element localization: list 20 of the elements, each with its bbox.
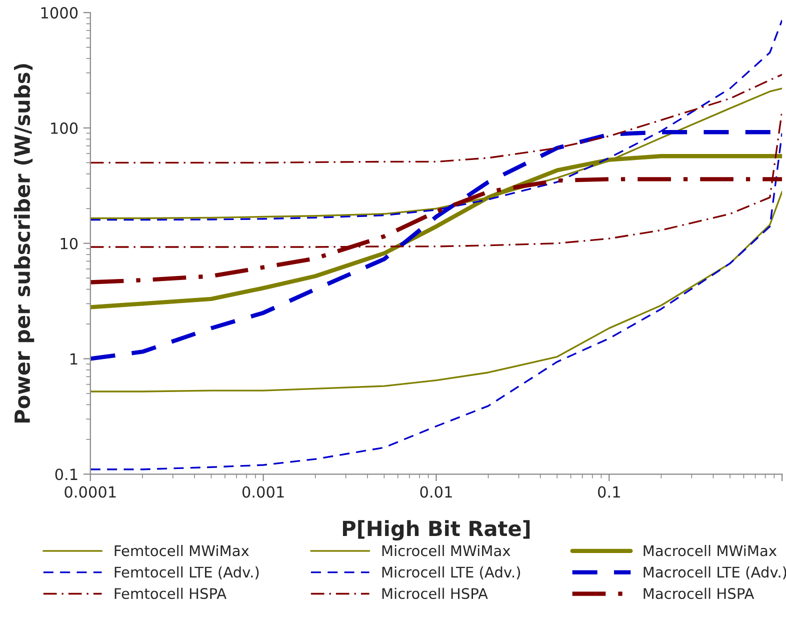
x-tick-label: 0.001 bbox=[242, 486, 284, 498]
legend-label: Macrocell LTE (Adv.) bbox=[644, 566, 786, 580]
x-tick-label: 0.1 bbox=[598, 486, 620, 498]
legend-label: Femtocell LTE (Adv.) bbox=[114, 566, 259, 580]
legend-label: Femtocell MWiMax bbox=[114, 544, 249, 556]
y-tick-label: 1000 bbox=[41, 7, 78, 19]
x-tick-label: 0.0001 bbox=[64, 486, 116, 498]
legend-label: Femtocell HSPA bbox=[114, 588, 226, 600]
y-tick-label: 0.1 bbox=[55, 468, 78, 480]
legend-label: Microcell MWiMax bbox=[382, 544, 510, 556]
y-axis-title: Power per subscriber (W/subs) bbox=[14, 64, 34, 422]
y-tick-label: 100 bbox=[51, 122, 78, 134]
y-tick-label: 10 bbox=[60, 238, 78, 250]
legend-label: Microcell HSPA bbox=[382, 588, 488, 600]
legend-label: Macrocell HSPA bbox=[644, 588, 754, 600]
legend-label: Microcell LTE (Adv.) bbox=[382, 566, 520, 580]
x-tick-label: 0.01 bbox=[420, 486, 452, 498]
x-axis-title: P[High Bit Rate] bbox=[342, 520, 530, 540]
legend-label: Macrocell MWiMax bbox=[644, 544, 777, 556]
y-tick-label: 1 bbox=[70, 353, 78, 365]
